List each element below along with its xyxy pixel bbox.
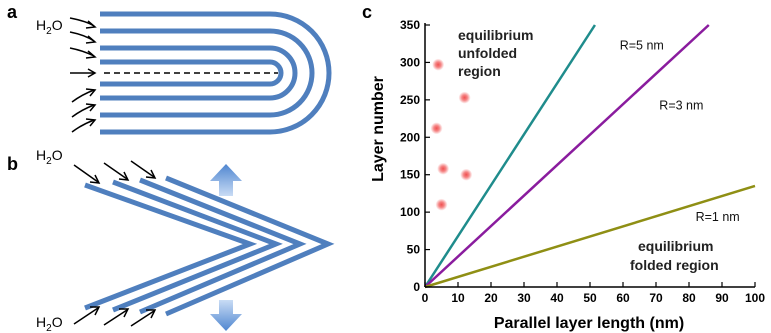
y-tick-label-5: 250 <box>400 93 420 107</box>
x-tick-label-2: 20 <box>484 291 498 305</box>
plot-area: R=5 nm R=3 nm R=1 nm 0 10 20 30 40 50 60 70 80 90 100… <box>400 18 765 305</box>
region-unfolded-line-1: equilibrium <box>458 27 533 43</box>
folded-layer-1 <box>100 59 284 87</box>
panel-c: c Layer number Parallel layer length (nm… <box>362 2 765 332</box>
y-tick-label-1: 50 <box>407 243 421 257</box>
panel-b-letter: b <box>7 154 18 174</box>
region-unfolded-line-2: unfolded <box>458 45 517 61</box>
arrow-up-icon <box>210 164 242 196</box>
x-tick-label-5: 50 <box>583 291 597 305</box>
y-axis-title: Layer number <box>370 76 387 182</box>
panel-c-letter: c <box>362 2 372 22</box>
x-tick-label-10: 100 <box>745 291 765 305</box>
series-line-1 <box>423 24 596 288</box>
panel-b-water-label-top: H2O <box>36 147 63 167</box>
folded-layer-4 <box>100 11 332 135</box>
panel-b-water-arrows-top <box>73 160 157 184</box>
series-label-2: R=3 nm <box>659 99 703 113</box>
region-folded-line-2: folded region <box>630 257 719 273</box>
folded-layer-3 <box>100 28 315 118</box>
y-tick-label-7: 350 <box>400 18 420 32</box>
x-tick-label-8: 80 <box>682 291 696 305</box>
panel-a-water-arrows <box>69 17 97 133</box>
x-tick-label-4: 40 <box>550 291 564 305</box>
panel-b-water-arrows-bottom <box>73 306 157 327</box>
data-point-3 <box>437 162 450 175</box>
region-folded-line-1: equilibrium <box>638 238 713 254</box>
x-tick-label-9: 90 <box>715 291 729 305</box>
panel-b-water-label-bottom: H2O <box>36 314 63 333</box>
panel-a: a H2O <box>7 2 332 135</box>
y-tick-label-6: 300 <box>400 55 420 69</box>
series-line-3 <box>424 184 756 289</box>
x-tick-label-1: 10 <box>451 291 465 305</box>
x-tick-label-7: 70 <box>649 291 663 305</box>
x-tick-label-0: 0 <box>422 291 429 305</box>
y-tick-label-4: 200 <box>400 130 420 144</box>
data-point-2 <box>430 122 443 135</box>
series-label-3: R=1 nm <box>696 210 740 224</box>
panel-b: b H2O H2O <box>7 147 335 333</box>
chevron-layer-4 <box>165 175 335 317</box>
data-point-6 <box>460 168 473 181</box>
x-tick-label-6: 60 <box>616 291 630 305</box>
chevron-layer-3 <box>139 177 307 315</box>
y-tick-label-3: 150 <box>400 168 420 182</box>
data-point-4 <box>435 198 448 211</box>
x-tick-label-3: 30 <box>517 291 531 305</box>
folded-layer-2 <box>100 45 298 101</box>
series-line-2 <box>424 24 710 288</box>
data-point-1 <box>432 58 445 71</box>
panel-a-letter: a <box>7 2 18 22</box>
arrow-down-icon <box>210 300 242 331</box>
y-tick-label-0: 0 <box>413 280 420 294</box>
chevron-layer-2 <box>112 179 283 313</box>
series-label-1: R=5 nm <box>620 39 664 53</box>
chevron-layer-1 <box>84 182 258 311</box>
data-point-5 <box>458 91 471 104</box>
region-unfolded-line-3: region <box>458 63 501 79</box>
x-axis-title: Parallel layer length (nm) <box>494 315 684 332</box>
y-tick-label-2: 100 <box>400 205 420 219</box>
panel-a-water-label: H2O <box>36 17 63 37</box>
